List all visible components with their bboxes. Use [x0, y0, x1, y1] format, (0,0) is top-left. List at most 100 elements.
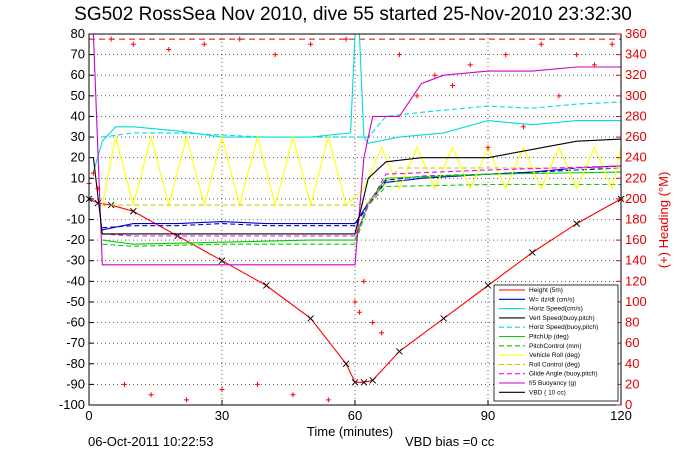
heading-point [379, 330, 385, 336]
right-tick-label: 100 [625, 294, 647, 309]
legend-box [493, 284, 619, 402]
y-tick-label: -10 [66, 212, 85, 227]
x-tick-label: 0 [85, 408, 92, 423]
height-marker [369, 376, 377, 384]
right-axis: 3603403203002802602402202001801601401201… [616, 26, 647, 412]
heading-point [148, 392, 154, 398]
legend-label: Vehicle Roll (deg) [529, 352, 580, 359]
right-tick-label: 340 [625, 47, 647, 62]
y-tick-label: 10 [71, 170, 85, 185]
y-tick-label: 60 [71, 67, 85, 82]
right-tick-label: 360 [625, 26, 647, 41]
heading-point [184, 397, 190, 403]
height-marker [396, 348, 403, 355]
series-line [88, 198, 622, 383]
heading-point [361, 278, 367, 284]
legend-label: Roll Control (deg) [529, 361, 580, 368]
series-line [102, 171, 622, 245]
y-tick-label: -70 [66, 335, 85, 350]
legend-label: W= dz/dt (cm/s) [529, 296, 575, 303]
heading-point [396, 52, 402, 58]
x-tick-label: 90 [481, 408, 495, 423]
heading-point [450, 83, 456, 89]
heading-point [254, 381, 260, 387]
legend-label: PitchUp (deg) [529, 334, 569, 341]
heading-point [219, 387, 225, 393]
heading-point [108, 36, 114, 42]
series-line [102, 165, 622, 237]
y-tick-label: 70 [71, 47, 85, 62]
y-tick-label: -80 [66, 356, 85, 371]
right-tick-label: 180 [625, 212, 647, 227]
legend-label: Vert Speed(buoy,pitch) [529, 315, 595, 322]
height-marker [218, 257, 226, 265]
series-line [102, 167, 622, 229]
right-tick-label: 20 [625, 376, 639, 391]
height-marker [130, 207, 137, 215]
heading-point [237, 36, 243, 42]
heading-point [591, 62, 597, 68]
x-axis: 0 30 60 90 120 [85, 400, 632, 423]
height-marker [484, 282, 492, 289]
height-marker [573, 220, 580, 227]
x-tick-label: 120 [610, 408, 632, 423]
right-tick-label: 60 [625, 335, 639, 350]
legend-label: Horiz Speed(buoy,pitch) [529, 324, 598, 331]
y-tick-label: 80 [71, 26, 85, 41]
y-tick-label: -60 [66, 315, 85, 330]
right-tick-label: 220 [625, 170, 647, 185]
heading-point [520, 124, 526, 130]
y-tick-label: 20 [71, 150, 85, 165]
height-marker [351, 379, 359, 386]
legend-label: PitchControl (mm) [529, 343, 581, 350]
x-axis-label: Time (minutes) [307, 424, 393, 439]
heading-point [467, 62, 473, 68]
y-tick-label: -20 [66, 232, 85, 247]
series-line [101, 134, 622, 208]
legend-label: Horiz Speed(cm/s) [529, 306, 583, 313]
series-layer [85, 33, 625, 386]
heading-point [352, 299, 358, 305]
right-tick-label: 200 [625, 191, 647, 206]
right-tick-label: 160 [625, 232, 647, 247]
heading-point [343, 36, 349, 42]
heading-point [432, 72, 438, 78]
right-tick-label: 300 [625, 88, 647, 103]
right-tick-label: 40 [625, 356, 639, 371]
heading-point [201, 41, 207, 47]
right-tick-label: 120 [625, 273, 647, 288]
footer-vbd-bias: VBD bias =0 cc [405, 434, 495, 449]
legend-label: Height (5m) [529, 287, 563, 294]
y-tick-label: -100 [59, 397, 85, 412]
right-tick-label: 320 [625, 67, 647, 82]
left-axis: 80 70 60 50 40 30 20 10 0 -10 -20 -30 -40 -50 -60 -70 -8… [59, 26, 94, 412]
heading-point [414, 93, 420, 99]
y-tick-label: -30 [66, 253, 85, 268]
y-tick-label: 40 [71, 108, 85, 123]
y-tick-label: 30 [71, 129, 85, 144]
right-tick-label: 80 [625, 315, 639, 330]
height-marker [440, 315, 447, 322]
height-marker [263, 282, 270, 289]
y-tick-label: 50 [71, 88, 85, 103]
series-line [92, 33, 621, 266]
chart-title: SG502 RossSea Nov 2010, dive 55 started … [74, 4, 632, 25]
heading-point [356, 309, 362, 315]
height-marker [307, 315, 314, 322]
heading-point [325, 397, 331, 403]
heading-point [130, 41, 136, 47]
series-line [102, 101, 622, 138]
heading-point [121, 381, 127, 387]
legend-label: VBD ( 10 cc) [529, 389, 566, 396]
legend: Height (5m) W= dz/dt (cm/s) Horiz Speed(cm… [493, 284, 619, 402]
legend-label: Glide Angle (buoy,pitch) [529, 371, 598, 378]
y-tick-label: 0 [78, 191, 85, 206]
legend-label: f/5 Buoyancy (g) [529, 380, 576, 387]
heading-point [503, 52, 509, 58]
heading-point [538, 41, 544, 47]
y-tick-label: -40 [66, 273, 85, 288]
heading-point [166, 46, 172, 52]
series-line [102, 165, 622, 231]
x-tick-label: 60 [348, 408, 362, 423]
